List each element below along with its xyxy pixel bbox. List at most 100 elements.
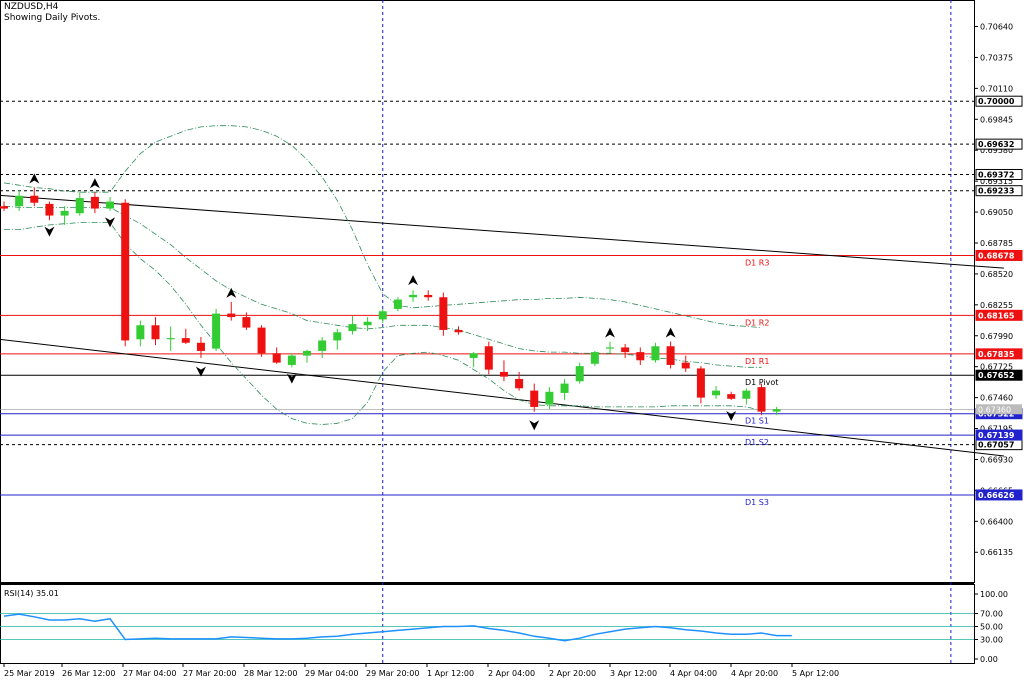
main-panel-frame [0,0,975,583]
pivot-price-label: 0.67835 [978,350,1015,359]
price-axis-label: 0.67195 [980,425,1013,434]
candle-body [439,297,448,330]
time-axis-label: 2 Apr 04:00 [488,669,535,678]
rsi-axis-label: 100.00 [980,590,1008,599]
pivot-name-label: D1 S2 [745,438,769,447]
candle-body [378,311,387,320]
candle-body [348,324,357,332]
candle-body [90,196,99,209]
pivot-price-box [975,489,1023,501]
candle-body [393,299,402,309]
candle-body [727,394,736,399]
price-axis-label: 0.69580 [980,146,1013,155]
candle-body [136,325,145,340]
candle-body [772,409,781,412]
pivot-name-label: D1 R2 [745,318,769,327]
candle-body [681,362,690,369]
dotted-level-label: 0.69632 [978,140,1014,149]
chart-symbol-label: NZDUSD,H4 [4,2,59,12]
candle-body [515,378,524,389]
price-axis-label: 0.66400 [980,517,1013,526]
price-axis-label: 0.66930 [980,455,1013,464]
candle-body [318,340,327,351]
candle-body [742,390,751,399]
candle-body [499,371,508,377]
rsi-axis-label: 70.00 [980,610,1003,619]
pivot-price-label: 0.68678 [978,251,1015,260]
pivot-name-label: D1 Pivot [745,378,778,387]
price-axis-label: 0.68255 [980,301,1013,310]
candle-body [166,338,175,340]
price-axis-label: 0.70640 [980,23,1013,32]
dotted-level-label: 0.70000 [978,97,1015,106]
dotted-level-box [975,168,1023,180]
time-axis-label: 4 Apr 20:00 [731,669,778,678]
candle-body [560,383,569,393]
pivot-price-box [975,348,1023,360]
time-axis-label: 27 Mar 04:00 [123,669,176,678]
candle-body [333,332,342,341]
pivot-name-label: D1 S1 [745,417,769,426]
time-axis-label: 25 Mar 2019 [4,669,55,678]
time-axis-label: 28 Mar 12:00 [244,669,297,678]
candle-body [303,350,311,356]
time-axis-label: 29 Mar 04:00 [305,669,358,678]
middle-band-line [3,205,762,368]
rsi-axis-label: 30.00 [980,636,1003,645]
candle-body [484,346,493,370]
candle-body [75,198,84,214]
pivot-name-label: D1 R3 [745,258,769,267]
fractal-up-arrow [89,178,100,189]
candle-body [575,366,584,382]
trend-line [0,338,1004,457]
candle-body [424,294,433,298]
pivot-price-box [975,429,1023,441]
pivot-price-label: 0.68165 [978,311,1015,320]
candle-body [45,203,54,216]
price-axis-label: 0.70375 [980,53,1013,62]
dotted-level-label: 0.67057 [978,441,1014,450]
candle-body [287,355,296,365]
fractal-down-arrow [726,410,737,421]
price-axis-label: 0.66135 [980,548,1013,557]
price-axis-label: 0.68785 [980,239,1013,248]
candle-body [272,353,281,363]
chart-subtitle: Showing Daily Pivots. [4,13,101,23]
fractal-down-arrow [105,217,116,228]
fractal-up-arrow [605,327,615,338]
current-price-box [976,404,1022,415]
candle-body [151,325,160,340]
pivot-price-box [975,309,1023,321]
candle-body [181,338,190,343]
candle-body [636,352,645,361]
candle-body [469,353,478,358]
price-axis-label: 0.67725 [980,363,1013,372]
rsi-line [3,613,792,642]
price-axis-label: 0.67460 [980,394,1013,403]
candle-body [242,317,251,328]
rsi-title: RSI(14) 35.01 [4,589,59,598]
dotted-level-label: 0.69372 [978,170,1014,179]
price-axis-label: 0.68520 [980,270,1013,279]
candle-body [757,387,766,412]
candle-body [257,327,266,354]
candle-body [621,347,630,353]
dotted-level-label: 0.69233 [978,187,1014,196]
candle-body [30,195,39,203]
candle-body [666,346,675,365]
time-axis-label: 3 Apr 12:00 [610,669,657,678]
current-price-label: 0.67360 [978,405,1011,414]
price-axis-label: 0.67990 [980,332,1013,341]
price-axis-label: 0.69845 [980,115,1013,124]
dotted-level-box [975,185,1023,197]
time-axis-label: 26 Mar 12:00 [62,669,115,678]
time-axis-label: 27 Mar 20:00 [183,669,236,678]
pivot-name-label: D1 R1 [745,357,769,366]
pivot-price-label: 0.66626 [978,491,1015,500]
price-axis-label: 0.69050 [980,208,1013,217]
fractal-down-arrow [44,226,55,237]
candle-body [651,346,660,361]
rsi-panel-frame [0,584,975,664]
